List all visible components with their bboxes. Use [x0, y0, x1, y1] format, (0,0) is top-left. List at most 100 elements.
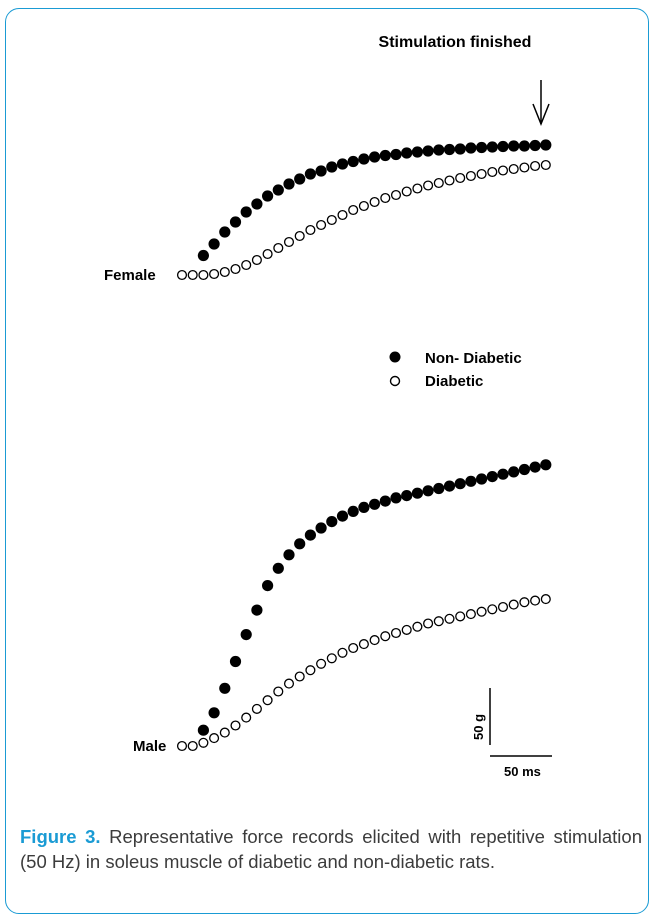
- female-diabetic-point: [219, 266, 230, 278]
- legend-marker-non-diabetic: [389, 351, 401, 363]
- male-non-diabetic-point: [294, 538, 306, 550]
- male-diabetic-point: [530, 595, 541, 606]
- male-non-diabetic-point: [315, 522, 327, 534]
- male-diabetic-point: [487, 604, 498, 615]
- female-diabetic-point: [508, 163, 519, 175]
- female-diabetic-point: [390, 189, 402, 201]
- male-non-diabetic-point: [219, 682, 231, 694]
- male-diabetic-point: [348, 642, 359, 654]
- male-diabetic-point: [433, 616, 444, 627]
- female-diabetic-point: [497, 165, 509, 176]
- female-non-diabetic-point: [304, 168, 316, 180]
- male-non-diabetic-point: [518, 463, 531, 476]
- male-non-diabetic-point: [347, 505, 359, 517]
- female-non-diabetic-point: [197, 249, 209, 262]
- data-points: [176, 139, 552, 752]
- male-non-diabetic-point: [379, 495, 391, 507]
- male-non-diabetic-point: [304, 529, 316, 541]
- male-diabetic-point: [176, 740, 188, 752]
- male-diabetic-point: [390, 627, 402, 639]
- panel-label-female: Female: [104, 267, 156, 284]
- female-non-diabetic-point: [251, 198, 263, 210]
- male-diabetic-point: [219, 727, 230, 738]
- male-non-diabetic-point: [422, 485, 434, 497]
- figure-caption-text: Representative force records elicited wi…: [20, 826, 642, 872]
- male-diabetic-point: [251, 703, 262, 714]
- male-diabetic-point: [519, 597, 530, 608]
- female-non-diabetic-point: [208, 238, 220, 250]
- male-diabetic-point: [262, 695, 273, 706]
- female-diabetic-point: [487, 166, 498, 178]
- female-non-diabetic-point: [379, 149, 391, 162]
- male-diabetic-point: [294, 671, 305, 682]
- stimulation-arrow-icon: [532, 80, 550, 127]
- female-diabetic-point: [337, 209, 348, 221]
- female-non-diabetic-point: [486, 141, 498, 153]
- female-non-diabetic-point: [358, 153, 370, 165]
- female-non-diabetic-point: [294, 173, 306, 185]
- stimulation-annotation: Stimulation finished: [379, 34, 532, 51]
- female-non-diabetic-point: [401, 147, 413, 159]
- male-non-diabetic-point: [497, 468, 509, 480]
- female-non-diabetic-point: [411, 146, 423, 158]
- male-non-diabetic-point: [251, 604, 263, 616]
- male-diabetic-point: [337, 647, 348, 658]
- figure-caption-label: Figure 3.: [20, 826, 101, 847]
- female-non-diabetic-point: [315, 165, 327, 177]
- male-non-diabetic-point: [262, 580, 274, 592]
- female-non-diabetic-point: [540, 139, 552, 151]
- female-diabetic-point: [230, 263, 241, 275]
- male-non-diabetic-point: [401, 490, 413, 502]
- male-diabetic-point: [455, 611, 466, 622]
- female-non-diabetic-point: [262, 190, 274, 202]
- female-diabetic-point: [198, 269, 209, 281]
- male-non-diabetic-point: [508, 466, 520, 478]
- male-non-diabetic-point: [326, 516, 338, 528]
- female-non-diabetic-point: [229, 216, 242, 228]
- male-non-diabetic-point: [336, 510, 349, 522]
- legend-marker-diabetic: [389, 375, 401, 387]
- male-non-diabetic-point: [240, 629, 252, 641]
- female-non-diabetic-point: [422, 145, 434, 157]
- time-scale-label: 50 ms: [504, 764, 541, 779]
- female-non-diabetic-point: [443, 143, 456, 156]
- female-diabetic-point: [294, 230, 305, 242]
- male-non-diabetic-point: [540, 459, 552, 471]
- male-non-diabetic-point: [197, 724, 209, 736]
- female-diabetic-point: [273, 242, 284, 254]
- female-diabetic-point: [530, 160, 541, 172]
- female-non-diabetic-point: [272, 184, 284, 196]
- female-non-diabetic-point: [390, 148, 402, 161]
- male-non-diabetic-point: [454, 478, 466, 490]
- female-diabetic-point: [262, 248, 273, 260]
- female-diabetic-point: [380, 192, 391, 204]
- female-non-diabetic-point: [347, 155, 359, 168]
- male-diabetic-point: [358, 639, 369, 650]
- female-non-diabetic-point: [433, 144, 445, 156]
- female-diabetic-point: [465, 170, 476, 182]
- figure-caption: Figure 3. Representative force records e…: [20, 825, 642, 874]
- male-non-diabetic-point: [465, 475, 477, 487]
- female-diabetic-point: [241, 259, 252, 271]
- female-non-diabetic-point: [326, 161, 338, 173]
- female-diabetic-point: [433, 177, 444, 189]
- male-diabetic-point: [401, 624, 412, 635]
- female-diabetic-point: [476, 168, 487, 180]
- male-diabetic-point: [273, 686, 284, 697]
- male-diabetic-point: [326, 653, 337, 664]
- legend-label-non-diabetic: Non- Diabetic: [425, 350, 522, 367]
- male-diabetic-point: [198, 737, 209, 748]
- female-diabetic-point: [305, 224, 316, 236]
- male-non-diabetic-point: [411, 487, 423, 499]
- male-non-diabetic-point: [283, 549, 295, 561]
- male-diabetic-point: [412, 621, 423, 632]
- male-non-diabetic-point: [433, 482, 445, 495]
- legend: Non- Diabetic Diabetic: [389, 350, 522, 390]
- female-non-diabetic-point: [283, 178, 295, 190]
- female-non-diabetic-point: [454, 143, 466, 155]
- female-diabetic-point: [176, 269, 188, 281]
- female-diabetic-point: [401, 186, 412, 197]
- male-diabetic-point: [380, 631, 391, 642]
- female-non-diabetic-point: [508, 140, 520, 152]
